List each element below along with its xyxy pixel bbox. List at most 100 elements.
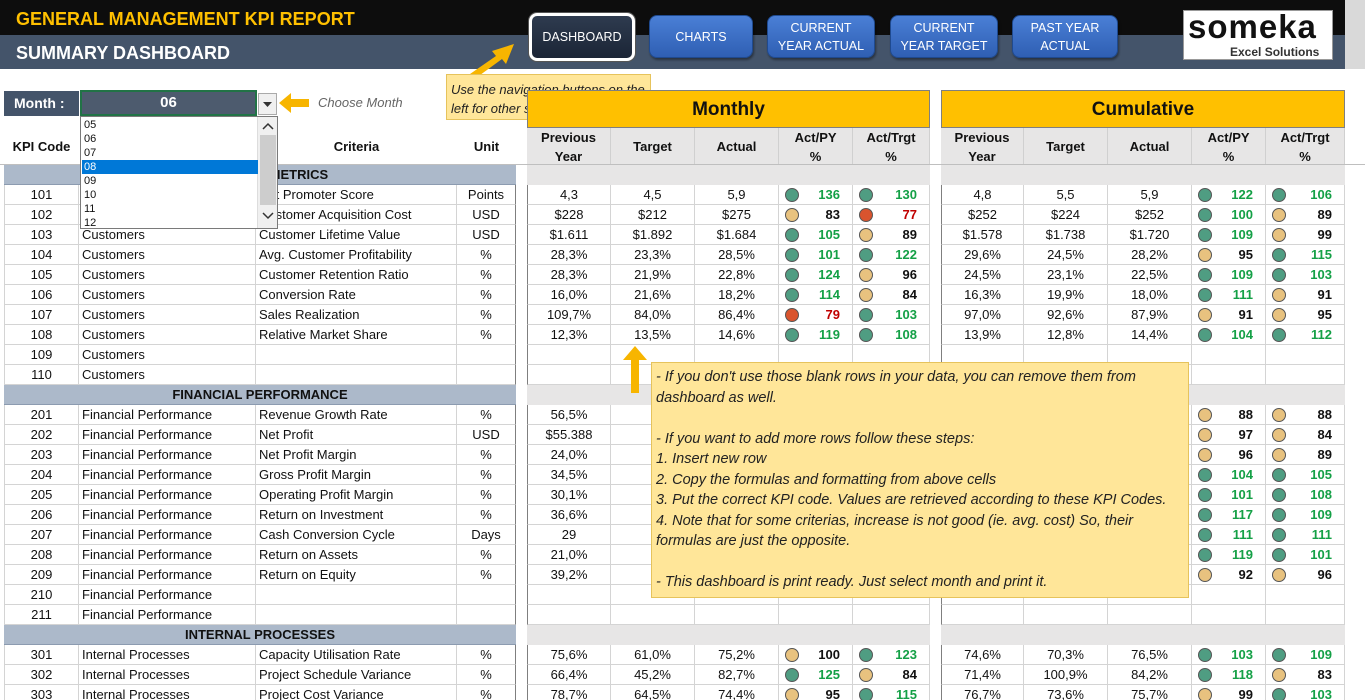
value-cell: 4,3 xyxy=(527,185,611,205)
status-indicator xyxy=(1198,248,1212,262)
ratio-cell: 91 xyxy=(1266,285,1345,305)
value-cell: 86,4% xyxy=(695,305,779,325)
kpi-code: 204 xyxy=(4,465,79,485)
status-indicator xyxy=(1198,428,1212,442)
column-header-text: Actual xyxy=(1129,139,1170,154)
ratio-value: 124 xyxy=(818,267,840,282)
ratio-value: 105 xyxy=(1310,467,1332,482)
column-header: Act/Trgt % xyxy=(853,128,930,165)
ratio-cell: 96 xyxy=(1266,565,1345,585)
ratio-cell: 130 xyxy=(853,185,930,205)
section-header: Monthly xyxy=(527,90,930,128)
value-cell: 22,5% xyxy=(1108,265,1192,285)
status-indicator xyxy=(1272,528,1286,542)
value-cell: 24,5% xyxy=(1024,245,1108,265)
value-cell: 76,5% xyxy=(1108,645,1192,665)
scrollbar[interactable] xyxy=(257,117,277,228)
status-indicator xyxy=(1198,688,1212,700)
ratio-cell: 136 xyxy=(779,185,853,205)
month-option[interactable]: 10 xyxy=(84,189,97,201)
value-cell: 75,7% xyxy=(1108,685,1192,700)
ratio-cell: 104 xyxy=(1192,465,1266,485)
column-header: Act/Trgt % xyxy=(1266,128,1345,165)
status-indicator xyxy=(859,648,873,662)
kpi-criteria: Return on Investment xyxy=(256,505,457,525)
nav-button[interactable]: CURRENT YEAR ACTUAL xyxy=(767,15,875,58)
kpi-code: 211 xyxy=(4,605,79,625)
month-option[interactable]: 12 xyxy=(84,217,97,229)
value-cell: 28,3% xyxy=(527,245,611,265)
nav-button[interactable]: CHARTS xyxy=(649,15,753,58)
value-cell: 30,1% xyxy=(527,485,611,505)
ratio-cell: 97 xyxy=(1192,425,1266,445)
ratio-value: 95 xyxy=(1317,307,1332,322)
kpi-code: 209 xyxy=(4,565,79,585)
status-indicator xyxy=(1272,668,1286,682)
ratio-value: 97 xyxy=(1238,427,1253,442)
ratio-value: 89 xyxy=(1317,447,1332,462)
month-option[interactable]: 06 xyxy=(84,133,97,145)
month-option[interactable]: 11 xyxy=(84,203,96,215)
ratio-value: 115 xyxy=(1311,247,1332,262)
month-option[interactable]: 07 xyxy=(84,147,97,159)
ratio-value: 91 xyxy=(1238,307,1253,322)
value-cell: $1.578 xyxy=(941,225,1024,245)
logo[interactable]: someka Excel Solutions xyxy=(1183,8,1333,60)
tip-line: 3. Put the correct KPI code. Values are … xyxy=(656,492,1167,508)
value-cell: 19,9% xyxy=(1024,285,1108,305)
nav-button[interactable]: PAST YEAR ACTUAL xyxy=(1012,15,1118,58)
dropdown-button[interactable] xyxy=(258,93,277,115)
kpi-category: Customers xyxy=(79,345,256,365)
status-indicator xyxy=(1198,548,1212,562)
column-header-text: Act/PY % xyxy=(1207,129,1250,164)
ratio-value: 109 xyxy=(1231,227,1253,242)
month-option[interactable]: 09 xyxy=(84,175,97,187)
month-option[interactable]: 05 xyxy=(84,119,97,131)
value-cell: 39,2% xyxy=(527,565,611,585)
tip-line: - This dashboard is print ready. Just se… xyxy=(656,574,1048,590)
kpi-unit: % xyxy=(457,465,516,485)
value-cell: 23,1% xyxy=(1024,265,1108,285)
ratio-cell: 95 xyxy=(1192,245,1266,265)
ratio-cell: 103 xyxy=(1192,645,1266,665)
value-cell: 21,9% xyxy=(611,265,695,285)
ratio-value: 95 xyxy=(1238,247,1253,262)
nav-button[interactable]: CURRENT YEAR TARGET xyxy=(890,15,998,58)
column-header: Target xyxy=(1024,128,1108,165)
value-cell: 22,8% xyxy=(695,265,779,285)
status-indicator xyxy=(785,228,799,242)
kpi-code: 205 xyxy=(4,485,79,505)
value-cell xyxy=(527,365,611,385)
ratio-cell: 88 xyxy=(1192,405,1266,425)
month-select[interactable]: 06 xyxy=(80,90,257,116)
ratio-value: 103 xyxy=(1231,647,1253,662)
ratio-cell xyxy=(1266,365,1345,385)
group-band xyxy=(527,165,930,185)
value-cell: 28,2% xyxy=(1108,245,1192,265)
kpi-code: 101 xyxy=(4,185,79,205)
status-indicator xyxy=(859,668,873,682)
kpi-criteria xyxy=(256,605,457,625)
ratio-value: 95 xyxy=(825,687,840,700)
value-cell: 74,4% xyxy=(695,685,779,700)
header-line xyxy=(0,164,1365,165)
kpi-criteria xyxy=(256,585,457,605)
ratio-value: 89 xyxy=(902,227,917,242)
nav-button[interactable]: DASHBOARD xyxy=(529,13,635,61)
ratio-value: 96 xyxy=(1317,567,1332,582)
kpi-code: 206 xyxy=(4,505,79,525)
value-cell: 14,4% xyxy=(1108,325,1192,345)
ratio-value: 101 xyxy=(818,247,840,262)
ratio-value: 111 xyxy=(1232,527,1253,542)
ratio-cell: 109 xyxy=(1192,265,1266,285)
month-option[interactable]: 08 xyxy=(82,160,258,174)
ratio-cell: 77 xyxy=(853,205,930,225)
kpi-criteria: Customer Lifetime Value xyxy=(256,225,457,245)
ratio-cell: 96 xyxy=(1192,445,1266,465)
ratio-cell: 118 xyxy=(1192,665,1266,685)
ratio-cell xyxy=(1192,365,1266,385)
value-cell: 21,6% xyxy=(611,285,695,305)
value-cell: 12,8% xyxy=(1024,325,1108,345)
column-header-text: Target xyxy=(1046,139,1085,154)
month-hint: Choose Month xyxy=(318,95,403,110)
